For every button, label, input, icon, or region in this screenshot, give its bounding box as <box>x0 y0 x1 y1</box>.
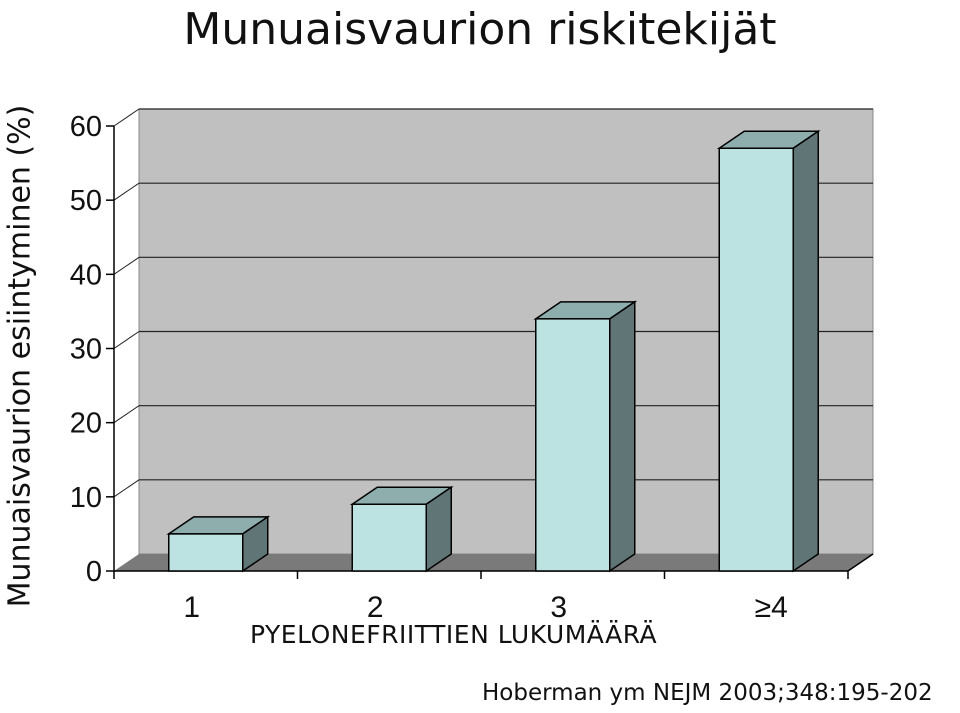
bar-front <box>535 318 611 572</box>
y-tick-label: 60 <box>70 111 102 143</box>
bars <box>166 129 821 573</box>
y-tick-label: 10 <box>70 482 102 514</box>
gridline-diagonal <box>113 256 140 275</box>
y-tick-label: 50 <box>70 185 102 217</box>
gridline-diagonal <box>113 331 140 349</box>
x-tick-label: 3 <box>550 591 567 624</box>
chart-title: Munuaisvaurion riskitekijät <box>183 4 777 55</box>
bar <box>533 300 638 573</box>
y-tick-label: 30 <box>70 334 102 366</box>
y-tick-label: 20 <box>70 408 102 440</box>
bar <box>166 515 271 573</box>
bar-side <box>609 300 636 573</box>
gridline-diagonal <box>113 405 140 424</box>
y-tick-labels: 0 10 20 30 40 50 60 <box>70 111 102 588</box>
bar-side <box>792 129 819 573</box>
x-tick-label: 1 <box>183 591 200 624</box>
y-tick-label: 40 <box>70 259 102 291</box>
bar-front <box>351 503 427 572</box>
gridline-diagonal <box>113 108 140 127</box>
bar-front <box>168 533 244 572</box>
x-tick-labels: 1 2 3 ≥4 <box>183 591 787 624</box>
y-tick-label: 0 <box>86 556 102 588</box>
gridline-diagonal <box>113 182 140 201</box>
y-axis <box>106 125 115 572</box>
citation: Hoberman ym NEJM 2003;348:195-202 <box>482 680 933 706</box>
bar-front <box>718 147 794 572</box>
gridline-diagonal <box>113 479 140 498</box>
bar <box>349 485 454 573</box>
x-tick-label: 2 <box>367 591 384 624</box>
bar <box>716 129 821 573</box>
x-axis-depth <box>847 553 874 572</box>
x-tick-label: ≥4 <box>755 591 788 624</box>
x-axis-label: PYELONEFRIITTIEN LUKUMÄÄRÄ <box>250 620 658 649</box>
chart-floor <box>114 554 873 571</box>
